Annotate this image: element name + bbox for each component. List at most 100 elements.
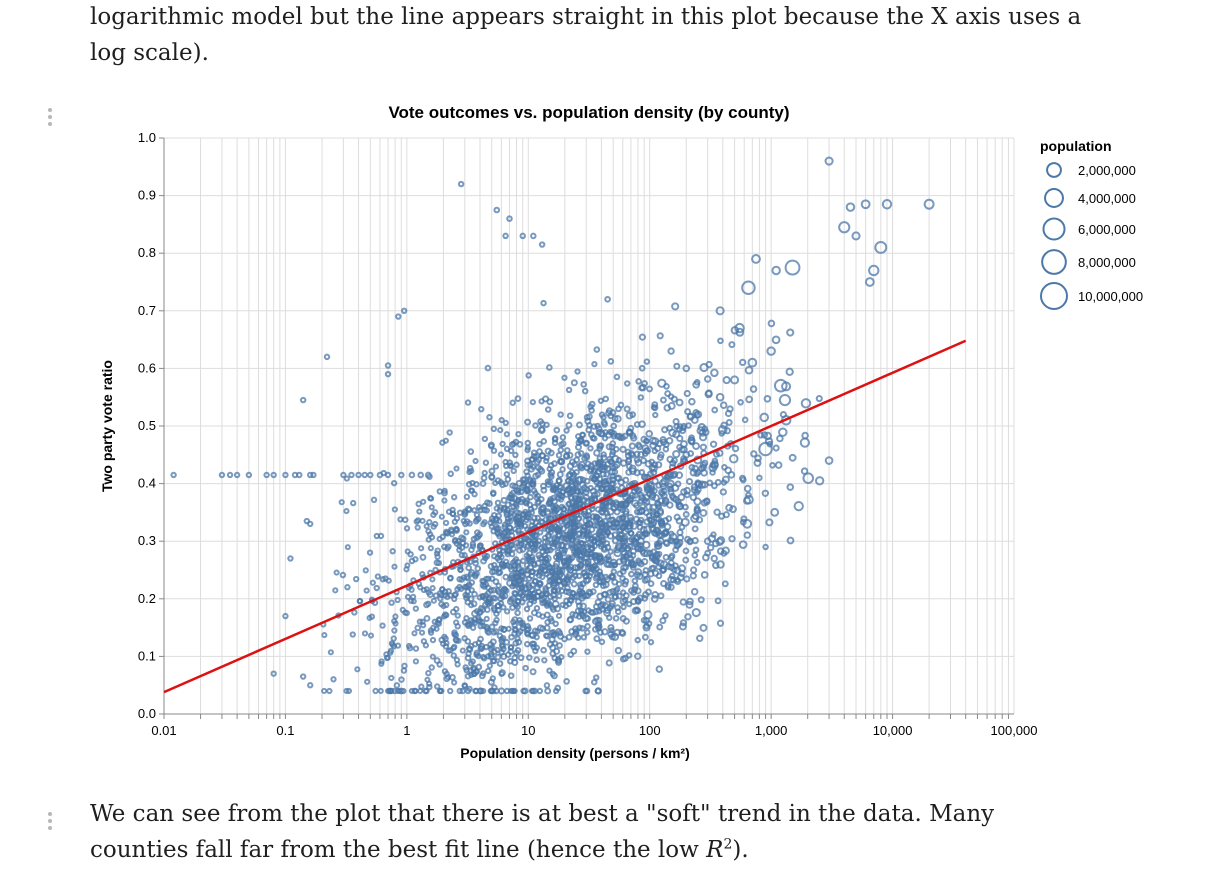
county-point [601,435,609,442]
county-point [456,583,463,591]
cell-drag-handle-top[interactable] [46,108,54,126]
county-point [614,646,623,655]
county-point [703,497,711,505]
county-point [526,501,534,509]
county-point [648,493,656,501]
county-point [651,477,659,485]
county-point [579,602,587,610]
county-point [651,590,659,599]
county-point [427,627,434,634]
county-point [575,572,583,580]
county-point [633,450,641,458]
county-point [463,529,470,536]
cell-drag-handle-bottom[interactable] [46,812,54,830]
county-point [868,264,880,277]
county-point [638,364,646,372]
county-point [671,302,680,311]
county-point [556,553,564,561]
county-point [450,652,457,659]
county-point [483,615,490,622]
county-point [344,544,351,551]
county-point [801,431,809,440]
county-point [743,531,752,539]
y-tick-label: 0.6 [138,360,156,375]
county-point [442,519,450,527]
county-point [506,579,514,587]
county-point [566,462,575,470]
county-point [507,672,515,680]
county-point [471,590,478,598]
county-point [680,517,690,527]
county-point [784,259,801,276]
county-point [721,580,729,588]
county-point [665,515,673,522]
county-point [730,375,740,385]
county-point [550,497,559,505]
county-point [692,546,700,554]
county-point [427,545,434,552]
county-point [401,516,409,524]
county-point [673,566,682,575]
county-point [718,430,726,437]
county-point [666,470,675,479]
county-point [532,577,539,585]
county-point [582,572,590,580]
county-point [544,599,552,606]
county-point [464,575,471,582]
county-point [535,580,544,589]
county-point [561,374,568,381]
county-point [667,559,675,567]
county-point [698,433,708,442]
county-point [349,631,356,638]
county-point [739,476,747,484]
county-point [416,508,423,515]
county-point [583,530,591,537]
county-point [699,623,708,632]
county-point [361,471,368,479]
bottom-paragraph-text: We can see from the plot that there is a… [90,801,995,863]
county-point [479,577,486,584]
county-point [650,464,658,473]
county-point [650,595,659,603]
county-point [604,295,611,303]
county-point [417,584,424,591]
county-point [474,529,481,536]
county-point [323,353,331,361]
county-point [332,587,339,594]
county-point [584,629,591,636]
county-point [609,523,616,531]
county-point [743,484,752,493]
county-point [621,534,629,542]
county-point [691,525,699,533]
county-point [370,496,378,504]
county-point [465,645,473,652]
county-point [306,471,314,479]
county-point [555,451,563,459]
county-point [570,647,578,655]
county-point [663,383,670,390]
county-point [503,431,510,438]
county-point [412,605,419,612]
county-point [526,600,534,608]
county-point [417,471,425,479]
county-point [430,597,437,604]
county-point [717,424,728,435]
county-point [719,401,728,410]
county-point [440,603,447,610]
county-point [562,562,569,570]
county-point [395,313,402,320]
county-point [655,482,662,489]
county-point [400,307,408,315]
county-point [603,540,611,547]
county-point [461,682,468,689]
county-point [785,367,794,376]
county-point [690,486,699,495]
legend-label: 2,000,000 [1078,163,1136,178]
county-point [588,545,596,553]
county-point [565,421,573,429]
county-point [454,612,461,619]
county-point [461,619,469,626]
county-point [376,471,384,479]
county-point [539,510,547,517]
county-point [524,461,531,469]
